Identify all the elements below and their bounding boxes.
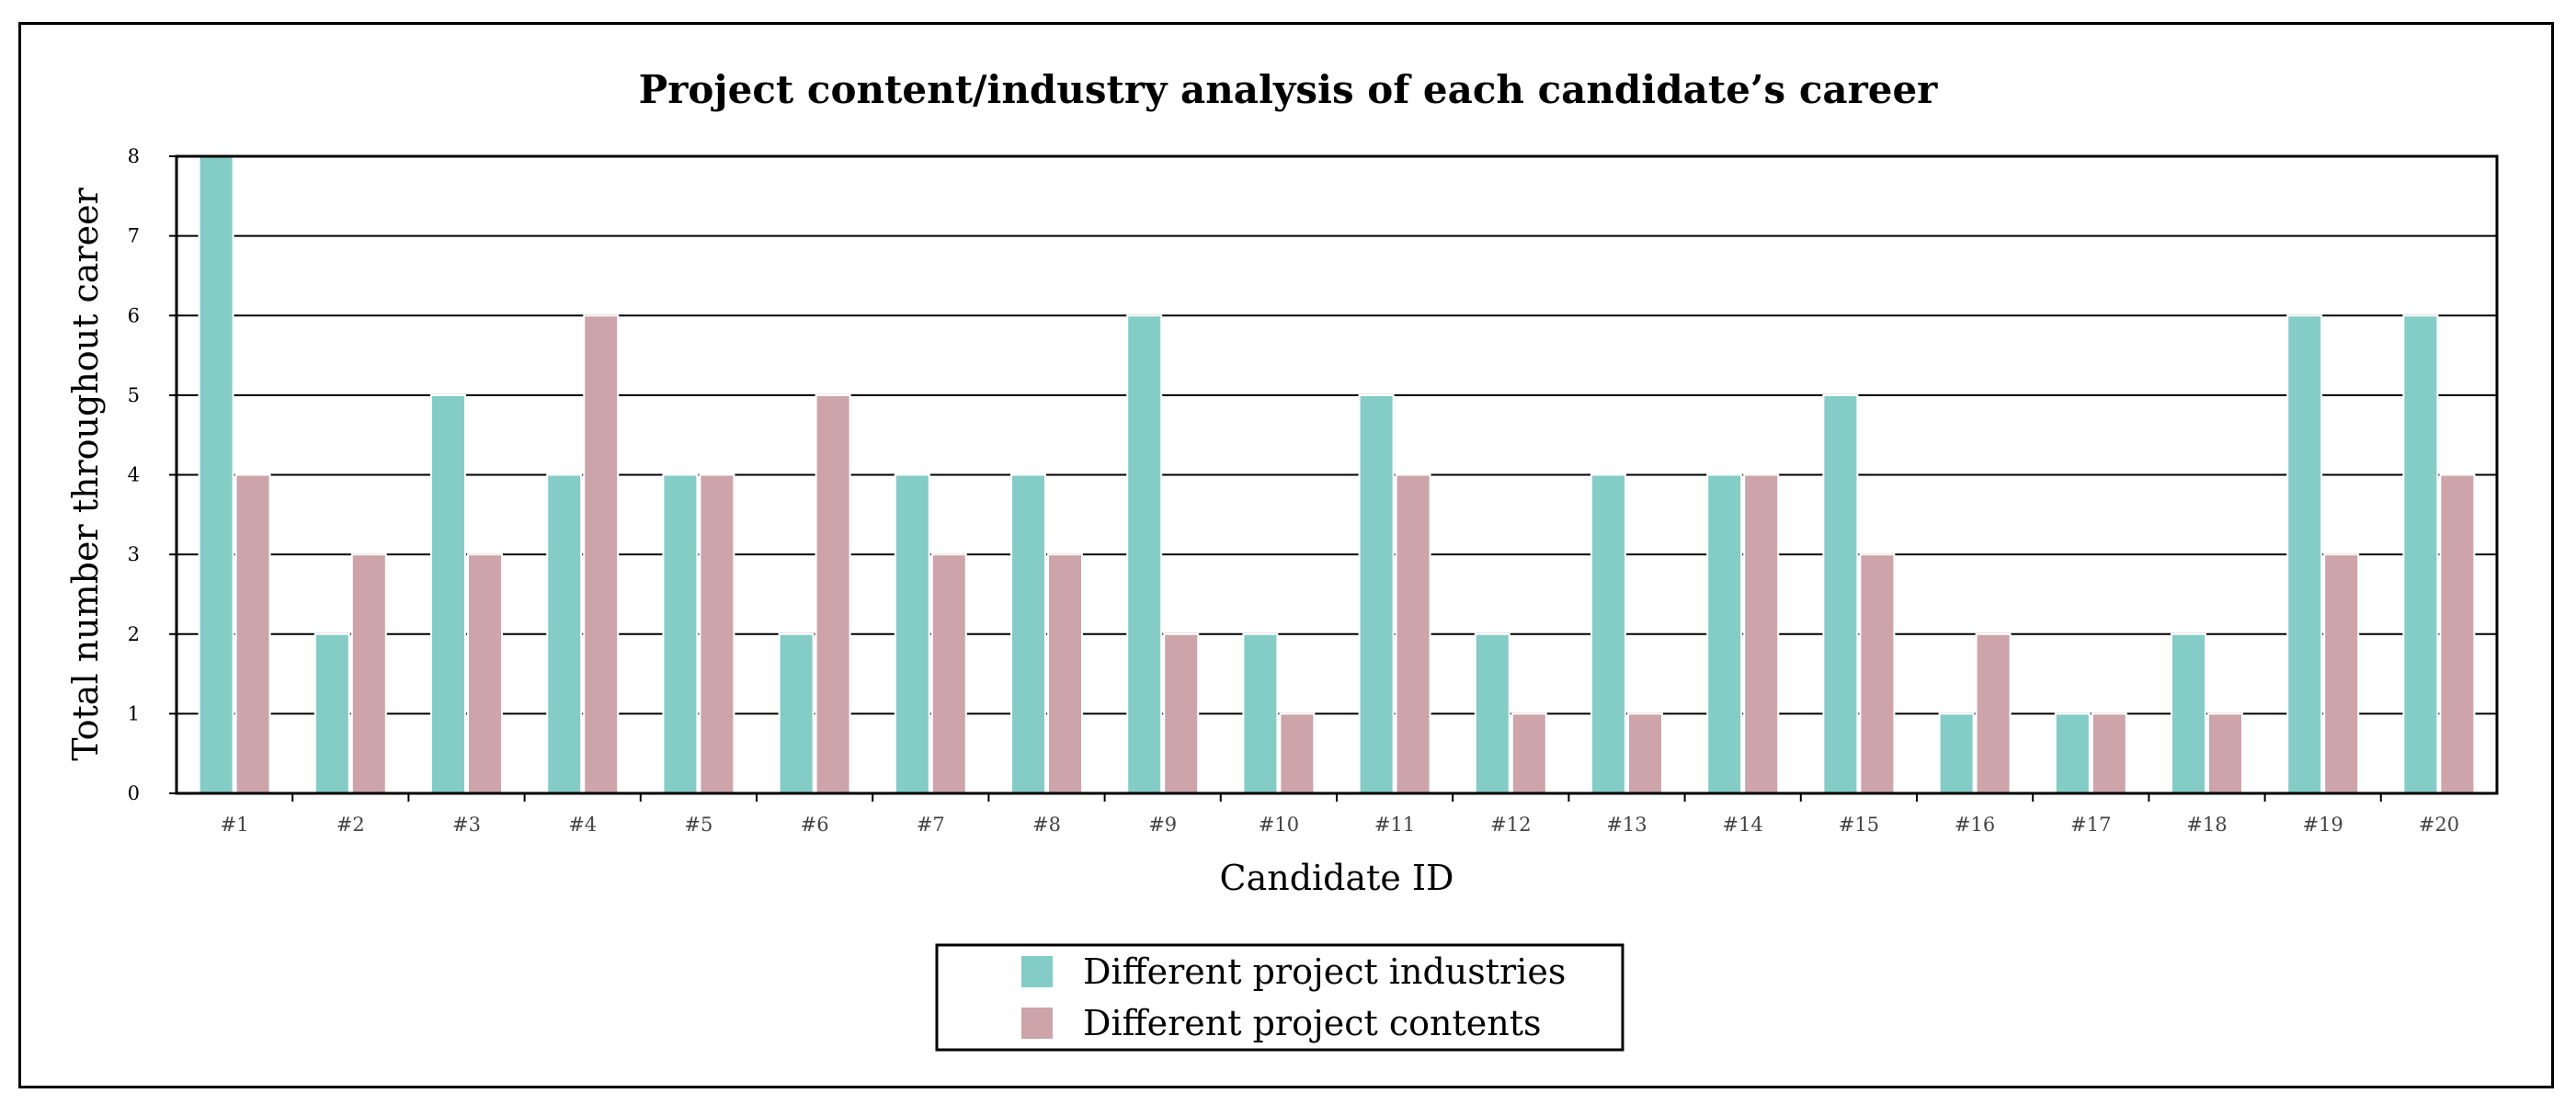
x-tick-label: #16 [1955,814,1995,836]
bar-contents-13 [1627,712,1663,794]
bar-industries-14 [1706,473,1743,794]
y-tick-label: 3 [128,543,140,565]
bar-industries-16 [1938,712,1975,794]
bar-contents-7 [930,553,967,794]
y-tick-label: 7 [128,225,140,247]
x-tick-label: #9 [1148,814,1177,836]
x-tick-label: #11 [1374,814,1415,836]
y-tick-label: 8 [128,145,140,167]
bar-industries-1 [198,155,234,794]
bar-contents-18 [2207,712,2243,794]
x-tick-label: #8 [1032,814,1061,836]
x-tick-label: #6 [801,814,829,836]
x-tick-label: #20 [2419,814,2459,836]
bar-contents-11 [1395,473,1431,794]
bar-contents-10 [1279,712,1316,794]
x-tick-label: #2 [336,814,365,836]
bar-contents-19 [2323,553,2360,794]
x-tick-label: #5 [684,814,712,836]
bar-industries-20 [2402,314,2439,794]
bar-contents-17 [2091,712,2127,794]
bar-industries-17 [2054,712,2091,794]
bar-industries-7 [894,473,930,794]
bar-contents-6 [815,393,851,794]
bar-industries-6 [778,632,815,794]
bar-contents-2 [350,553,387,794]
x-tick-label: #17 [2070,814,2111,836]
bar-industries-10 [1242,632,1279,794]
x-tick-label: #4 [568,814,597,836]
x-tick-label: #13 [1606,814,1647,836]
y-tick-label: 2 [128,623,140,645]
x-axis-label: Candidate ID [1220,858,1454,898]
bar-contents-16 [1975,632,2012,794]
y-tick-label: 5 [128,384,140,406]
bar-contents-14 [1743,473,1780,794]
bar-industries-19 [2286,314,2323,794]
bar-industries-13 [1590,473,1626,794]
bar-industries-5 [662,473,699,794]
bar-industries-9 [1126,314,1163,794]
x-tick-label: #7 [917,814,945,836]
bar-industries-2 [313,632,350,794]
legend-label-industries: Different project industries [1083,951,1566,992]
x-tick-label: #18 [2186,814,2227,836]
chart-title: Project content/industry analysis of eac… [639,67,1939,112]
x-tick-label: #19 [2303,814,2343,836]
figure-frame [18,22,2554,1088]
bar-contents-4 [583,314,620,794]
gridlines [177,234,2497,715]
y-tick-label: 6 [128,304,140,326]
x-tick-label: #15 [1839,814,1879,836]
legend: Different project industries Different p… [935,943,1624,1052]
y-tick-label: 4 [128,464,140,486]
legend-swatch-contents [1021,1008,1053,1039]
x-tick-label: #12 [1490,814,1531,836]
bar-contents-3 [467,553,503,794]
bar-industries-15 [1822,393,1859,794]
bar-contents-8 [1047,553,1083,794]
bar-industries-3 [430,393,466,794]
bar-contents-15 [1859,553,1896,794]
y-axis-label: Total number throughout career [65,187,106,760]
bar-contents-9 [1163,632,1200,794]
x-axis-ticks: #1 #2 #3 #4 #5 #6 #7 #8 #9 #10 #11 #12 #13 #14 #15 #16 #… [221,793,2459,836]
x-tick-label: #14 [1723,814,1763,836]
bar-industries-4 [546,473,583,794]
bar-contents-12 [1510,712,1547,794]
bar-contents-5 [699,473,735,794]
bar-contents-20 [2439,473,2476,794]
x-tick-label: #1 [221,814,249,836]
legend-label-contents: Different project contents [1083,1003,1542,1043]
bar-industries-11 [1358,393,1395,794]
x-tick-label: #10 [1259,814,1299,836]
bar-industries-12 [1474,632,1510,794]
bar-industries-8 [1010,473,1046,794]
bars [198,155,2476,794]
legend-swatch-industries [1021,956,1053,987]
bar-contents-1 [234,473,271,794]
y-axis-ticks: 0 1 2 3 4 5 6 7 8 [128,145,177,804]
y-tick-label: 1 [128,702,140,724]
x-tick-label: #3 [452,814,481,836]
bar-industries-18 [2171,632,2206,794]
y-tick-label: 0 [128,782,140,804]
